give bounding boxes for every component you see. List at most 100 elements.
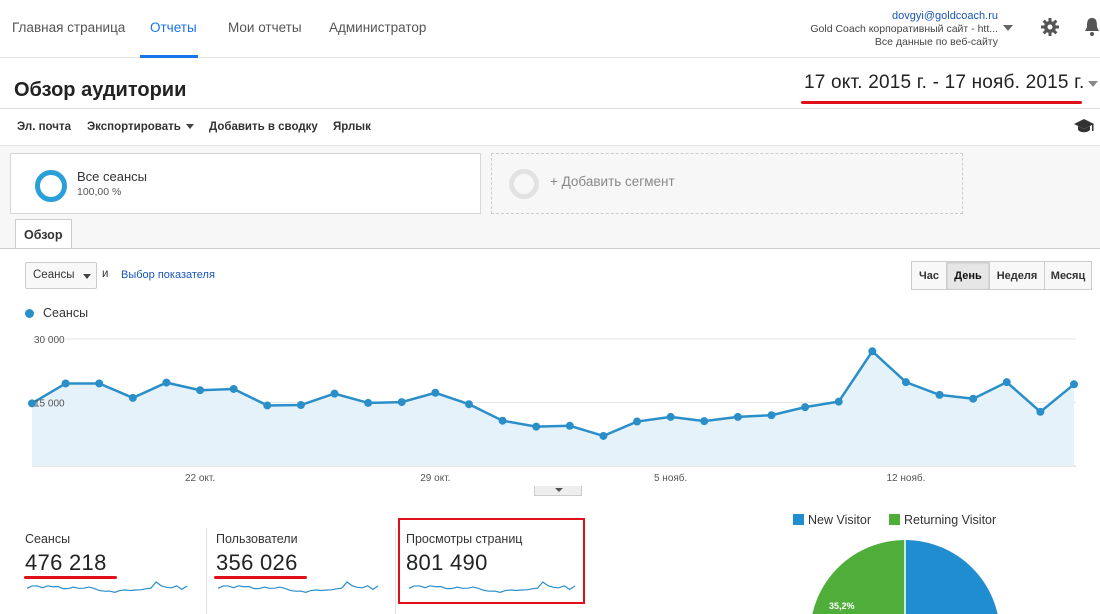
metric-value: 356 026 [216,550,298,575]
data-point [801,403,810,412]
tab-overview[interactable]: Обзор [15,219,72,249]
legend-swatch [793,514,804,525]
active-tab-indicator [140,55,198,58]
choose-metric-link[interactable]: Выбор показателя [121,269,215,281]
metric-select-value: Сеансы [33,269,75,281]
data-point [28,399,36,408]
tab-home[interactable]: Главная страница [12,20,126,35]
users-sparkline [217,581,379,593]
metric-label: Просмотры страниц [406,532,523,546]
sparkline-path [217,581,379,593]
tab-my-reports[interactable]: Мои отчеты [228,20,302,35]
data-point [128,393,137,402]
date-range-highlight [801,101,1082,104]
divider [206,528,207,614]
data-point [1036,407,1045,416]
data-point [666,412,675,421]
data-point [565,421,574,430]
pie-slice-returning [812,540,905,614]
sessions-sparkline [26,581,188,593]
shortcut-button[interactable]: Ярлык [333,121,371,133]
email-button[interactable]: Эл. почта [17,121,71,133]
metric-value: 476 218 [25,550,107,575]
add-segment-button[interactable]: + Добавить сегмент [491,153,963,214]
add-to-dashboard-button[interactable]: Добавить в сводку [209,121,318,133]
data-point [935,390,944,399]
graduation-cap-icon[interactable] [1073,118,1095,134]
divider [395,528,396,614]
chevron-down-icon[interactable] [1003,25,1013,31]
data-point [868,347,877,356]
chevron-down-icon[interactable] [1088,81,1098,87]
series-line-sessions [31,349,1075,438]
report-toolbar: Эл. почта Экспортировать Добавить в свод… [0,110,1100,146]
data-point [95,379,104,388]
data-point [901,378,910,387]
gear-icon[interactable] [1040,17,1060,37]
metric-sessions[interactable]: Сеансы 476 218 [25,532,107,576]
legend-new-visitor: New Visitor [793,513,871,527]
export-label: Экспортировать [87,121,181,133]
y-tick-label: 30 000 [34,335,65,346]
pageviews-sparkline [408,581,576,593]
data-point [330,389,339,398]
period-week-button[interactable]: Неделя [989,261,1045,290]
chart-collapse-handle[interactable] [534,486,582,496]
data-point [464,400,473,409]
report-header: Обзор аудитории 17 окт. 2015 г. - 17 ноя… [0,63,1100,109]
sessions-line-chart: 30 000 15 000 22 окт. 29 окт. 5 нояб. 12 нояб… [28,335,1078,484]
segment-donut-icon [35,170,67,202]
legend-sessions-label: Сеансы [43,306,89,320]
data-point [196,386,205,395]
chevron-down-icon [185,124,194,130]
account-email: dovgyi@goldcoach.ru [892,10,998,22]
segment-placeholder-icon [509,169,539,199]
bell-icon[interactable] [1084,16,1100,38]
data-point [834,397,843,406]
legend-label: Returning Visitor [904,513,997,527]
tab-admin[interactable]: Администратор [329,20,427,35]
y-tick-label: 15 000 [34,399,65,410]
sparkline-path [26,581,188,593]
metric-value: 801 490 [406,550,488,575]
metric-select[interactable]: Сеансы [25,262,97,289]
period-day-button[interactable]: День [946,261,990,290]
legend-label: New Visitor [808,513,871,527]
data-point [532,422,541,431]
account-view: Все данные по веб-сайту [874,36,998,48]
account-switcher[interactable]: dovgyi@goldcoach.ru Gold Coach корпорати… [810,10,998,49]
data-point [633,417,642,426]
data-point [162,378,171,387]
metric-users[interactable]: Пользователи 356 026 [216,532,298,576]
data-point [431,388,440,397]
add-segment-label: + Добавить сегмент [550,174,675,189]
export-button[interactable]: Экспортировать [87,121,194,133]
data-point [229,384,238,393]
chart-panel: 30 000 15 000 22 окт. 29 окт. 5 нояб. 12 нояб… [0,248,1100,498]
data-point [1070,380,1078,389]
period-hour-button[interactable]: Час [911,261,947,290]
sparkline-path [408,581,576,593]
x-tick-label: 29 окт. [420,473,450,484]
metric-pageviews[interactable]: Просмотры страниц 801 490 [406,532,522,576]
date-range-picker[interactable]: 17 окт. 2015 г. - 17 нояб. 2015 г. [804,72,1085,93]
metric-highlight [214,576,307,579]
segment-all-sessions[interactable]: Все сеансы 100,00 % [10,153,481,214]
segment-bar: Все сеансы 100,00 % + Добавить сегмент О… [0,146,1100,249]
data-point [767,411,776,420]
data-point [296,401,305,410]
x-tick-label: 5 нояб. [654,472,687,484]
pie-slice-new [905,540,998,614]
account-site: Gold Coach корпоративный сайт - htt... [810,23,998,35]
and-label: и [102,268,109,280]
data-point [969,394,978,403]
metric-label: Пользователи [216,532,298,546]
page-title: Обзор аудитории [14,79,187,101]
data-point [1002,378,1011,387]
series-area [32,351,1074,466]
chevron-down-icon [83,274,91,279]
legend-swatch [889,514,900,525]
tab-reports[interactable]: Отчеты [150,20,197,35]
period-month-button[interactable]: Месяц [1044,261,1092,290]
visitor-type-pie-chart [812,540,998,614]
